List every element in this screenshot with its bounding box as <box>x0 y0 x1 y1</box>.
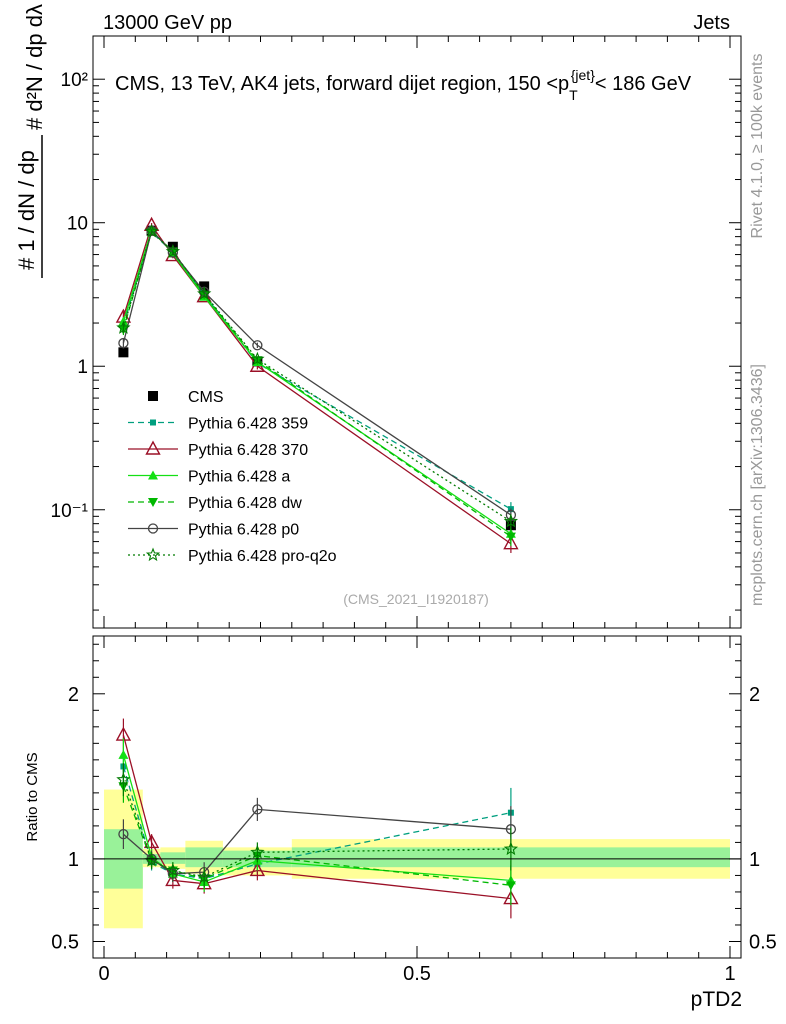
plot-title: CMS, 13 TeV, AK4 jets, forward dijet reg… <box>115 67 692 103</box>
ratio-point-p370 <box>143 833 160 849</box>
ratio-y-tick-label: 1 <box>68 849 79 871</box>
main-y-tick-label: 10⁻¹ <box>51 501 89 522</box>
ratio-point-p370 <box>249 862 266 877</box>
legend-marker-p359 <box>150 419 156 426</box>
ratio-y-tick-label-right: 1 <box>749 849 760 871</box>
data-point-p370 <box>503 535 519 550</box>
analysis-watermark: (CMS_2021_I1920187) <box>343 591 489 607</box>
ratio-band-stat <box>185 847 223 868</box>
legend-marker-pp0 <box>147 523 159 534</box>
legend-item-cms: CMS <box>148 389 224 406</box>
ratio-point-pa <box>118 749 129 759</box>
axes: 10⁻¹ 1 10 10² 0.5 0.5 1 1 2 2 0 0.5 1 <box>51 35 777 985</box>
legend-item-p370: Pythia 6.428 370 <box>128 440 308 459</box>
legend-item-pdw: Pythia 6.428 dw <box>128 495 302 512</box>
ratio-point-pq2o <box>197 869 212 884</box>
legend-label-pa: Pythia 6.428 a <box>188 469 290 486</box>
x-axis-label: pTD2 <box>691 988 742 1011</box>
legend-item-p359: Pythia 6.428 359 <box>128 416 308 433</box>
data-point-pq2o <box>116 320 131 334</box>
data-point-pq2o <box>250 351 265 366</box>
main-y-axis-label: # 1 / dN / dp # d²N / dp dλ <box>14 4 47 278</box>
ratio-point-pq2o <box>165 863 181 877</box>
ratio-y-tick-label: 0.5 <box>51 931 79 953</box>
main-y-label-left: # 1 / dN / dp <box>14 150 39 270</box>
data-point-pq2o <box>165 244 181 258</box>
legend-item-pa: Pythia 6.428 a <box>128 469 290 486</box>
mcplots-label: mcplots.cern.ch [arXiv:1306.3436] <box>749 364 766 606</box>
x-tick-label: 1 <box>724 963 735 985</box>
data-point-pq2o <box>503 513 519 528</box>
ratio-line-pp0 <box>122 808 511 875</box>
legend-marker-pq2o <box>145 547 161 562</box>
ratio-y-tick-label-right: 0.5 <box>749 931 777 953</box>
ratio-y-tick-label-right: 2 <box>749 684 760 706</box>
ratio-band-stat <box>160 852 186 864</box>
ratio-point-pp0 <box>252 804 263 815</box>
ratio-point-pq2o <box>116 772 131 786</box>
legend-label-cms: CMS <box>188 389 224 406</box>
data-point-pq2o <box>197 286 212 300</box>
legend: CMS Pythia 6.428 359 Pythia 6.428 370 Pythi… <box>128 389 337 565</box>
main-y-tick-label: 10 <box>67 214 88 235</box>
series-pq2o <box>116 223 519 530</box>
data-point-pp0 <box>252 340 263 351</box>
data-point-pdw <box>505 532 516 542</box>
ratio-line-pq2o <box>122 779 511 878</box>
ratio-point-pq2o <box>250 844 265 859</box>
header-right: Jets <box>693 12 730 34</box>
x-tick-label: 0.5 <box>403 963 431 985</box>
data-point-pq2o <box>144 223 159 238</box>
rivet-label: Rivet 4.1.0, ≥ 100k events <box>749 54 766 239</box>
ratio-y-axis-label: Ratio to CMS <box>24 752 41 841</box>
main-y-tick-label: 1 <box>77 357 88 378</box>
ratio-point-p370 <box>165 871 181 887</box>
series-line-pq2o <box>122 230 512 522</box>
main-y-label-right: # d²N / dp dλ <box>22 4 47 130</box>
legend-marker-pa <box>148 470 158 480</box>
ratio-line-p370 <box>122 734 511 900</box>
legend-marker-pdw <box>148 498 158 507</box>
legend-item-pp0: Pythia 6.428 p0 <box>128 522 299 539</box>
ratio-series-pq2o <box>116 763 519 887</box>
legend-label-p359: Pythia 6.428 359 <box>188 416 308 433</box>
legend-label-pq2o: Pythia 6.428 pro-q2o <box>188 548 337 565</box>
legend-label-pp0: Pythia 6.428 p0 <box>188 522 299 539</box>
ratio-y-tick-label: 2 <box>68 684 79 706</box>
ratio-point-pp0 <box>118 829 129 840</box>
main-panel-series <box>115 216 519 553</box>
legend-item-pq2o: Pythia 6.428 pro-q2o <box>128 547 337 565</box>
legend-marker-p370 <box>145 440 161 455</box>
ratio-line-pdw <box>122 786 511 886</box>
x-tick-label: 0 <box>98 963 109 985</box>
data-point-cms <box>118 347 129 358</box>
data-point-pp0 <box>167 247 179 258</box>
data-point-pp0 <box>118 337 129 349</box>
ratio-line-pa <box>122 754 511 883</box>
legend-label-pdw: Pythia 6.428 dw <box>188 495 302 512</box>
legend-marker-cms <box>148 391 158 401</box>
main-y-tick-label: 10² <box>61 70 88 91</box>
ratio-panel-series <box>115 718 519 919</box>
header-left: 13000 GeV pp <box>103 12 232 34</box>
legend-label-p370: Pythia 6.428 370 <box>188 442 308 459</box>
ratio-point-pdw <box>505 881 516 891</box>
ratio-point-pq2o <box>503 841 519 856</box>
